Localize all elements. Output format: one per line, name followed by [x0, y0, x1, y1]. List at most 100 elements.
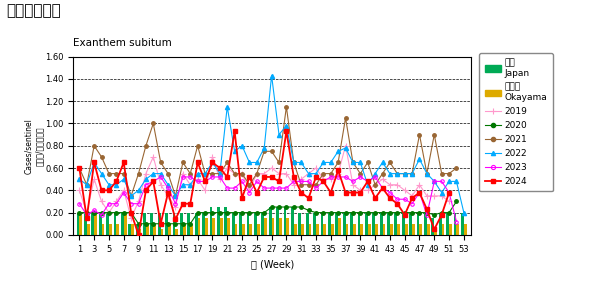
Bar	[113, 213, 116, 235]
Bar	[357, 213, 360, 235]
Bar	[365, 213, 368, 235]
Bar	[294, 224, 297, 235]
Bar	[269, 207, 272, 235]
Bar	[397, 224, 400, 235]
Bar	[368, 224, 370, 235]
Bar	[335, 213, 338, 235]
X-axis label: 週 (Week): 週 (Week)	[251, 259, 294, 269]
Bar	[138, 229, 141, 235]
Bar	[442, 224, 444, 235]
Bar	[261, 213, 264, 235]
Bar	[402, 213, 405, 235]
Bar	[239, 213, 242, 235]
Bar	[217, 207, 220, 235]
Bar	[129, 224, 131, 235]
Bar	[87, 224, 89, 235]
Bar	[375, 224, 378, 235]
Bar	[316, 224, 319, 235]
Bar	[187, 213, 190, 235]
Bar	[343, 213, 346, 235]
Bar	[424, 213, 427, 235]
Bar	[453, 213, 457, 235]
Bar	[205, 218, 208, 235]
Bar	[153, 224, 156, 235]
Bar	[180, 213, 183, 235]
Bar	[409, 213, 412, 235]
Bar	[165, 213, 168, 235]
Bar	[272, 218, 274, 235]
Bar	[146, 224, 149, 235]
Bar	[439, 213, 442, 235]
Bar	[109, 224, 112, 235]
Bar	[350, 213, 353, 235]
Bar	[431, 218, 435, 235]
Bar	[158, 213, 161, 235]
Bar	[91, 213, 94, 235]
Bar	[124, 213, 127, 235]
Bar	[461, 213, 464, 235]
Bar	[457, 224, 459, 235]
Bar	[198, 218, 201, 235]
Bar	[382, 224, 386, 235]
Bar	[168, 224, 171, 235]
Y-axis label: Cases/sentinel
患者数/定点当たり: Cases/sentinel 患者数/定点当たり	[24, 118, 44, 174]
Bar	[395, 213, 397, 235]
Bar	[306, 213, 308, 235]
Bar	[330, 224, 334, 235]
Bar	[121, 213, 124, 235]
Bar	[412, 224, 415, 235]
Bar	[328, 213, 330, 235]
Bar	[379, 213, 382, 235]
Bar	[276, 207, 279, 235]
Bar	[80, 213, 82, 235]
Bar	[234, 224, 237, 235]
Bar	[220, 218, 223, 235]
Bar	[353, 224, 356, 235]
Bar	[360, 224, 363, 235]
Bar	[291, 207, 294, 235]
Bar	[313, 213, 316, 235]
Bar	[176, 229, 178, 235]
Bar	[250, 224, 252, 235]
Bar	[449, 224, 452, 235]
Bar	[321, 213, 323, 235]
Bar	[464, 224, 467, 235]
Bar	[301, 224, 304, 235]
Bar	[308, 224, 312, 235]
Bar	[446, 213, 449, 235]
Bar	[190, 224, 193, 235]
Bar	[202, 213, 205, 235]
Bar	[183, 224, 185, 235]
Bar	[435, 229, 437, 235]
Bar	[405, 224, 408, 235]
Bar	[232, 213, 234, 235]
Bar	[242, 224, 245, 235]
Bar	[76, 213, 80, 235]
Bar	[143, 213, 146, 235]
Bar	[212, 218, 215, 235]
Bar	[195, 213, 198, 235]
Bar	[173, 213, 176, 235]
Bar	[338, 218, 341, 235]
Bar	[131, 224, 134, 235]
Text: 突発性発しん: 突発性発しん	[6, 3, 61, 18]
Bar	[84, 213, 87, 235]
Bar	[247, 213, 250, 235]
Legend: 全国
Japan, 岡山県
Okayama, 2019, 2020, 2021, 2022, 2023, 2024: 全国 Japan, 岡山県 Okayama, 2019, 2020, 2021,…	[479, 53, 553, 191]
Bar	[279, 218, 282, 235]
Bar	[225, 207, 227, 235]
Bar	[257, 224, 259, 235]
Bar	[161, 229, 163, 235]
Text: Exanthem subitum: Exanthem subitum	[73, 38, 172, 48]
Bar	[417, 213, 419, 235]
Bar	[102, 224, 105, 235]
Bar	[210, 207, 212, 235]
Bar	[427, 224, 430, 235]
Bar	[372, 213, 375, 235]
Bar	[346, 224, 348, 235]
Bar	[151, 213, 153, 235]
Bar	[390, 224, 393, 235]
Bar	[106, 213, 109, 235]
Bar	[116, 224, 119, 235]
Bar	[264, 218, 267, 235]
